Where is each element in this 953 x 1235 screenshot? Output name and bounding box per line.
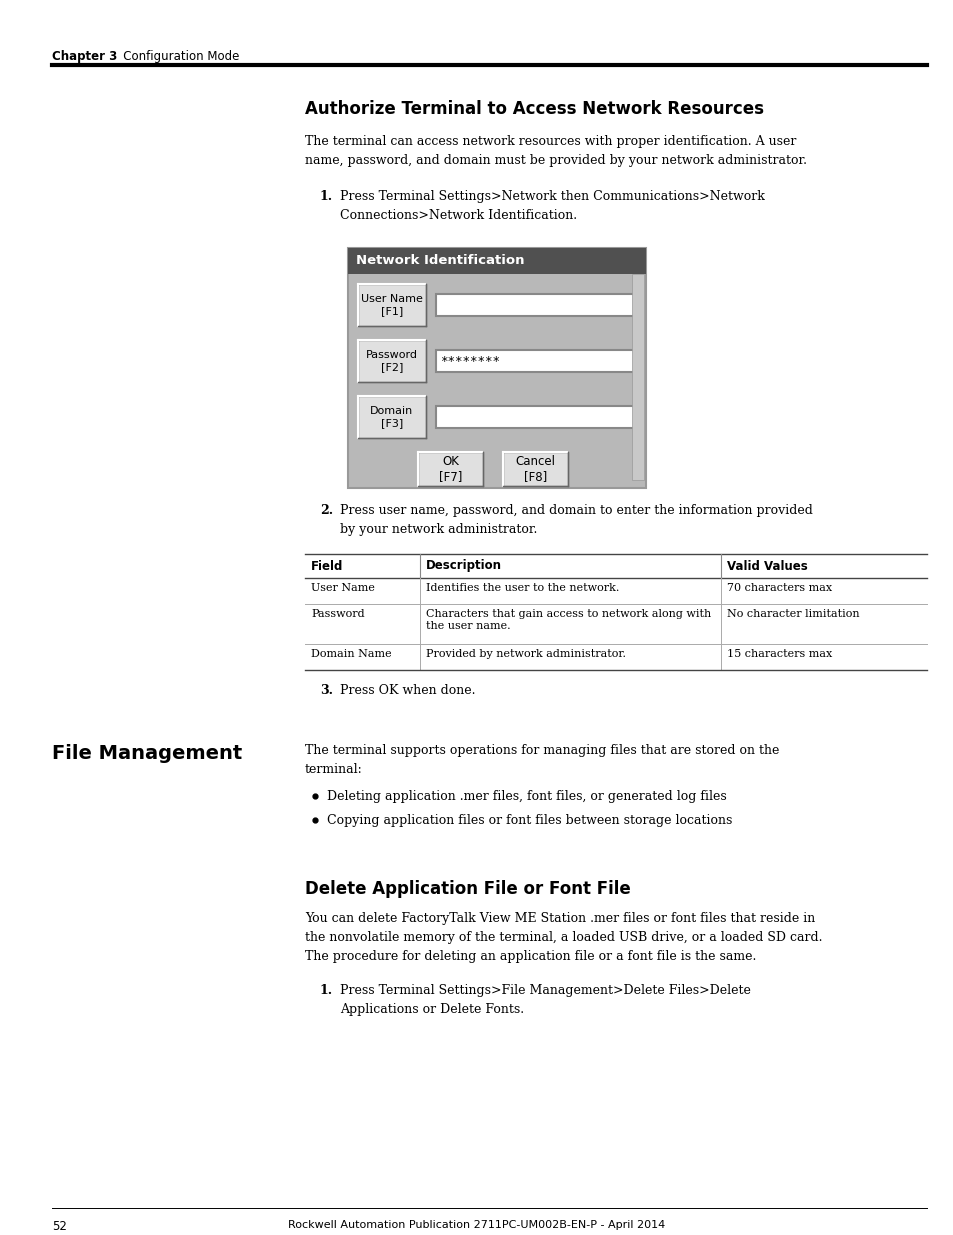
- Text: Description: Description: [426, 559, 501, 573]
- Bar: [436, 294, 634, 316]
- Text: 15 characters max: 15 characters max: [726, 650, 831, 659]
- Text: Password: Password: [311, 609, 364, 619]
- Bar: [348, 248, 645, 274]
- Text: 70 characters max: 70 characters max: [726, 583, 831, 593]
- Text: Cancel
[F8]: Cancel [F8]: [515, 454, 555, 483]
- Bar: [502, 452, 567, 487]
- Bar: [436, 350, 634, 372]
- Text: No character limitation: No character limitation: [726, 609, 859, 619]
- Text: 1.: 1.: [319, 190, 333, 203]
- Text: Press Terminal Settings>File Management>Delete Files>Delete
Applications or Dele: Press Terminal Settings>File Management>…: [339, 984, 750, 1016]
- Text: The terminal can access network resources with proper identification. A user
nam: The terminal can access network resource…: [305, 135, 806, 167]
- Text: Copying application files or font files between storage locations: Copying application files or font files …: [327, 814, 732, 827]
- Bar: [357, 284, 426, 326]
- Text: Press OK when done.: Press OK when done.: [339, 684, 475, 697]
- Bar: [348, 248, 645, 488]
- Text: 1.: 1.: [319, 984, 333, 997]
- Text: Identifies the user to the network.: Identifies the user to the network.: [426, 583, 618, 593]
- Text: Rockwell Automation Publication 2711PC-UM002B-EN-P - April 2014: Rockwell Automation Publication 2711PC-U…: [288, 1220, 665, 1230]
- Text: File Management: File Management: [52, 743, 242, 763]
- Text: Password
[F2]: Password [F2]: [366, 351, 417, 372]
- Text: The terminal supports operations for managing files that are stored on the
termi: The terminal supports operations for man…: [305, 743, 779, 776]
- Text: Network Identification: Network Identification: [355, 254, 524, 268]
- Text: 2.: 2.: [319, 504, 333, 517]
- Text: Valid Values: Valid Values: [726, 559, 807, 573]
- Text: ********: ********: [439, 354, 499, 368]
- Text: Press user name, password, and domain to enter the information provided
by your : Press user name, password, and domain to…: [339, 504, 812, 536]
- Text: 3.: 3.: [319, 684, 333, 697]
- Text: Press Terminal Settings>Network then Communications>Network
Connections>Network : Press Terminal Settings>Network then Com…: [339, 190, 764, 222]
- Bar: [436, 406, 634, 429]
- Text: User Name: User Name: [311, 583, 375, 593]
- Text: User Name
[F1]: User Name [F1]: [360, 294, 422, 316]
- Text: Authorize Terminal to Access Network Resources: Authorize Terminal to Access Network Res…: [305, 100, 763, 119]
- Bar: [357, 340, 426, 382]
- Bar: [417, 452, 482, 487]
- Text: Delete Application File or Font File: Delete Application File or Font File: [305, 881, 630, 898]
- Text: Deleting application .mer files, font files, or generated log files: Deleting application .mer files, font fi…: [327, 790, 726, 803]
- Text: 52: 52: [52, 1220, 67, 1233]
- Bar: [631, 274, 643, 480]
- Text: Provided by network administrator.: Provided by network administrator.: [426, 650, 625, 659]
- Text: OK
[F7]: OK [F7]: [438, 454, 461, 483]
- Text: Field: Field: [311, 559, 343, 573]
- Text: Chapter 3: Chapter 3: [52, 49, 117, 63]
- Text: Characters that gain access to network along with
the user name.: Characters that gain access to network a…: [426, 609, 711, 631]
- Bar: [357, 396, 426, 438]
- Text: Domain
[F3]: Domain [F3]: [370, 406, 414, 427]
- Text: You can delete FactoryTalk View ME Station .mer files or font files that reside : You can delete FactoryTalk View ME Stati…: [305, 911, 821, 963]
- Text: Configuration Mode: Configuration Mode: [112, 49, 239, 63]
- Text: Domain Name: Domain Name: [311, 650, 392, 659]
